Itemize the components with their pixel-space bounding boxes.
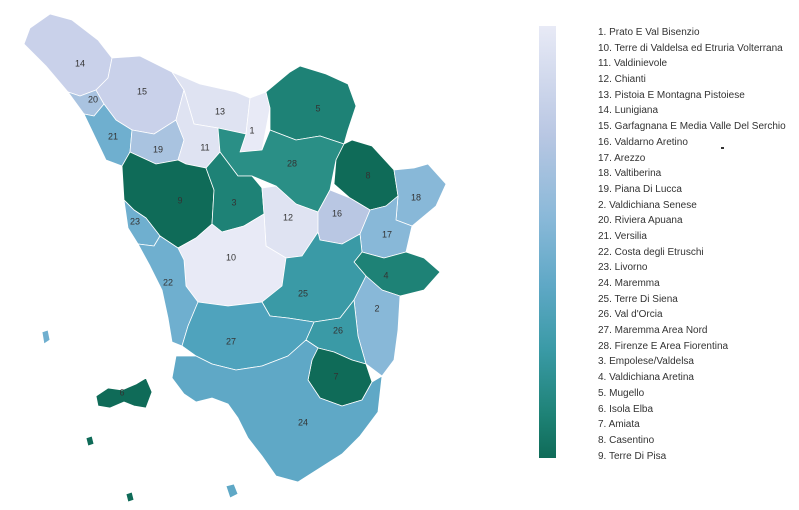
legend-item: 4. Valdichiana Aretina	[598, 372, 694, 384]
label-5: 5	[315, 103, 320, 113]
label-3: 3	[231, 197, 236, 207]
label-26: 26	[333, 325, 343, 335]
label-12: 12	[283, 212, 293, 222]
tuscany-map: 14 20 15 13 1 5 21 19 11 28 8 18 9 3 23 …	[23, 13, 447, 503]
region-5-mugello[interactable]	[265, 65, 357, 145]
legend-item: 27. Maremma Area Nord	[598, 325, 708, 337]
legend-color-scale	[539, 26, 556, 458]
legend-item: 26. Val d'Orcia	[598, 309, 663, 321]
legend-item: 15. Garfagnana E Media Valle Del Serchio	[598, 121, 786, 133]
label-25: 25	[298, 288, 308, 298]
legend-item: 11. Valdinievole	[598, 58, 668, 70]
label-6: 6	[119, 387, 124, 397]
legend-item: 2. Valdichiana Senese	[598, 199, 697, 211]
legend-item: 7. Amiata	[598, 419, 640, 431]
label-2: 2	[374, 303, 379, 313]
label-9: 9	[177, 195, 182, 205]
legend-item: 20. Riviera Apuana	[598, 215, 683, 227]
label-8: 8	[365, 170, 370, 180]
label-7: 7	[333, 371, 338, 381]
label-11: 11	[200, 142, 209, 152]
label-22: 22	[163, 277, 173, 287]
label-13: 13	[215, 106, 225, 116]
label-23: 23	[130, 216, 140, 226]
legend-item: 14. Lunigiana	[598, 105, 659, 117]
label-16: 16	[332, 208, 342, 218]
label-28: 28	[287, 158, 297, 168]
region-labels: 14 20 15 13 1 5 21 19 11 28 8 18 9 3 23 …	[75, 58, 421, 427]
legend-item: 23. Livorno	[598, 262, 648, 274]
legend-item: 5. Mugello	[598, 387, 645, 399]
region-24-maremma[interactable]	[171, 339, 383, 483]
region-6-isola-elba[interactable]	[95, 377, 153, 409]
label-10: 10	[226, 252, 236, 262]
label-17: 17	[382, 229, 392, 239]
legend-item: 28. Firenze E Area Fiorentina	[598, 340, 729, 352]
legend-item: 16. Valdarno Aretino	[598, 136, 688, 148]
label-18: 18	[411, 192, 421, 202]
island-giglio	[225, 483, 239, 499]
legend-item: 13. Pistoia E Montagna Pistoiese	[598, 89, 745, 101]
legend-item: 22. Costa degli Etruschi	[598, 246, 704, 258]
label-19: 19	[153, 144, 163, 154]
legend-item: 25. Terre Di Siena	[598, 293, 678, 305]
label-21: 21	[108, 131, 118, 141]
label-4: 4	[383, 270, 388, 280]
label-27: 27	[226, 336, 236, 346]
island-pianosa	[85, 435, 95, 447]
legend-item: 24. Maremma	[598, 278, 660, 289]
legend-item: 9. Terre Di Pisa	[598, 450, 667, 462]
island-montecristo	[125, 491, 135, 503]
island-capraia	[41, 329, 51, 345]
label-24: 24	[298, 417, 308, 427]
legend-list: 1. Prato E Val Bisenzio 10. Terre di Val…	[598, 25, 786, 464]
legend-item: 10. Terre di Valdelsa ed Etruria Volterr…	[598, 42, 783, 54]
legend-item: 1. Prato E Val Bisenzio	[598, 27, 700, 38]
legend-item: 6. Isola Elba	[598, 403, 654, 415]
legend-item: 3. Empolese/Valdelsa	[598, 356, 694, 368]
stray-mark	[721, 147, 724, 149]
legend-item: 19. Piana Di Lucca	[598, 183, 682, 195]
legend-item: 17. Arezzo	[598, 152, 646, 164]
region-14-lunigiana[interactable]	[23, 13, 113, 97]
legend-item: 21. Versilia	[598, 230, 647, 242]
legend-item: 8. Casentino	[598, 434, 655, 446]
label-1: 1	[249, 125, 254, 135]
legend-item: 18. Valtiberina	[598, 168, 662, 180]
label-15: 15	[137, 86, 147, 96]
label-14: 14	[75, 58, 85, 68]
legend-item: 12. Chianti	[598, 74, 646, 86]
label-20: 20	[88, 94, 98, 104]
